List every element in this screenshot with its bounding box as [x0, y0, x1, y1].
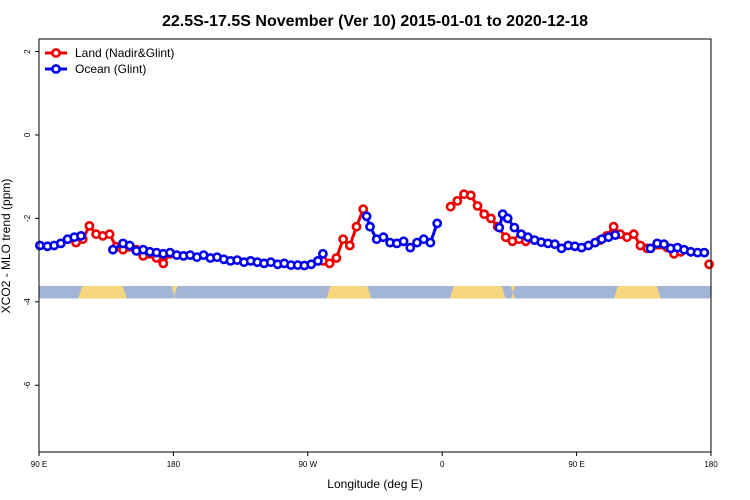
legend-land-marker	[51, 48, 61, 58]
plot-frame	[38, 38, 712, 453]
data-point-1	[35, 240, 45, 251]
data-point-1	[502, 213, 513, 224]
data-point-1	[610, 230, 621, 240]
x-axis-label: Longitude (deg E)	[327, 477, 422, 491]
data-point-0	[465, 190, 476, 201]
x-tick-label: 90 E	[31, 460, 47, 469]
legend-land-label: Land (Nadir&Glint)	[75, 46, 174, 60]
data-point-0	[84, 220, 95, 231]
legend-ocean-marker	[51, 64, 61, 74]
data-point-0	[485, 213, 496, 224]
data-point-1	[317, 248, 328, 259]
data-point-0	[452, 195, 463, 206]
data-point-1	[76, 230, 86, 241]
series-layer	[35, 189, 714, 271]
data-point-0	[344, 240, 355, 251]
data-point-1	[55, 238, 66, 249]
data-point-0	[500, 232, 511, 243]
data-point-0	[479, 209, 490, 220]
legend-ocean-label: Ocean (Glint)	[75, 62, 146, 76]
x-tick-label: 180	[704, 460, 718, 469]
data-point-0	[445, 201, 456, 212]
data-point-1	[699, 247, 710, 258]
land-band-segment	[511, 285, 516, 299]
y-tick-label: -6	[23, 381, 32, 389]
data-point-0	[338, 234, 348, 245]
data-point-1	[659, 239, 669, 250]
x-tick-label: 0	[440, 460, 445, 469]
data-point-1	[378, 232, 389, 243]
axes: 90 E 180 90 W 0 90 E 180 2 0 -2 -4 -6	[23, 38, 718, 469]
data-point-1	[365, 221, 375, 232]
land-band-segment	[613, 285, 661, 299]
y-tick-label: -4	[23, 298, 32, 306]
data-point-0	[704, 259, 714, 270]
y-axis-label: XCO2 - MLO trend (ppm)	[0, 179, 13, 314]
land-band-segment	[78, 285, 127, 299]
data-point-1	[108, 244, 118, 255]
land-band-segment	[326, 285, 372, 299]
data-point-0	[472, 200, 483, 211]
ocean-band	[39, 285, 711, 299]
data-point-0	[331, 253, 342, 263]
data-point-0	[608, 221, 619, 232]
data-point-1	[312, 255, 323, 266]
x-tick-label: 90 W	[298, 460, 317, 469]
chart-title: 22.5S-17.5S November (Ver 10) 2015-01-01…	[162, 13, 588, 30]
data-point-1	[361, 211, 372, 222]
data-point-1	[425, 237, 436, 248]
x-tick-label: 180	[167, 460, 181, 469]
data-point-1	[494, 222, 505, 233]
data-point-0	[628, 229, 639, 240]
y-tick-label: -2	[23, 214, 32, 222]
surface-band	[39, 285, 711, 299]
data-point-1	[405, 242, 416, 253]
legend: Land (Nadir&Glint) Ocean (Glint)	[45, 46, 174, 76]
data-point-1	[398, 236, 409, 247]
data-point-1	[645, 243, 656, 254]
data-point-1	[549, 239, 560, 250]
data-point-1	[509, 222, 520, 233]
y-tick-label: 0	[23, 132, 32, 137]
x-tick-label: 90 E	[568, 460, 584, 469]
data-point-1	[432, 218, 443, 229]
land-band-segment	[449, 285, 506, 299]
land-band-segment	[171, 285, 178, 299]
data-point-0	[351, 221, 362, 232]
data-point-0	[324, 258, 335, 269]
data-point-1	[124, 240, 135, 251]
y-tick-label: 2	[23, 49, 32, 54]
data-point-0	[158, 258, 169, 269]
data-point-0	[104, 229, 115, 240]
